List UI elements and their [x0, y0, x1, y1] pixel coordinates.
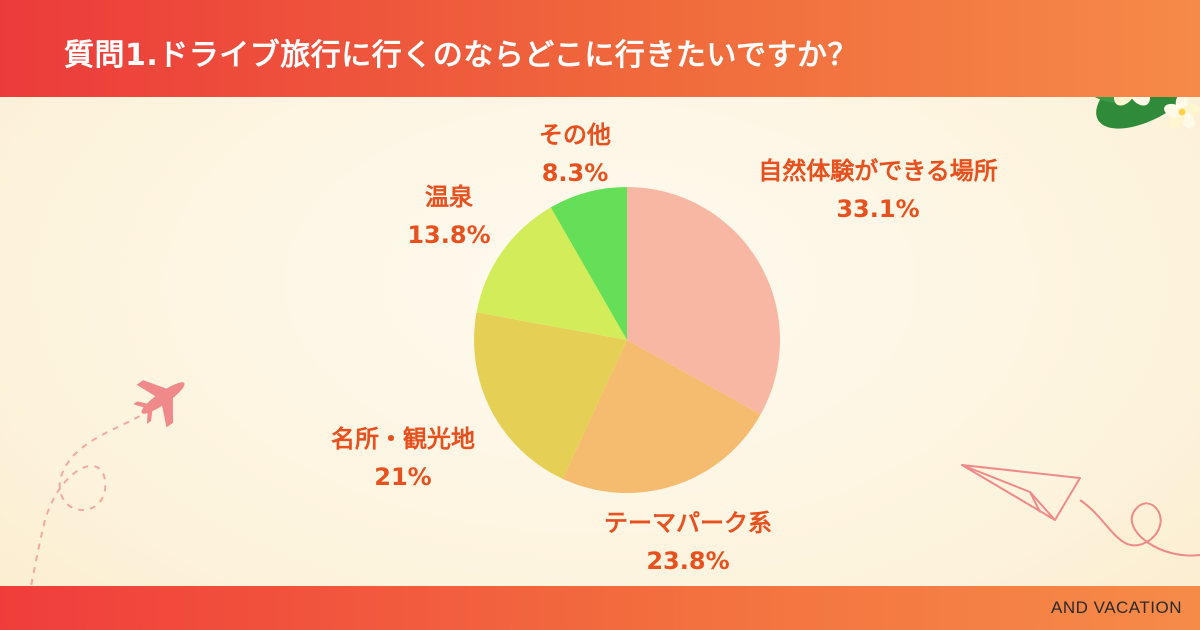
slice-label-value: 33.1% — [836, 195, 920, 223]
plumeria-flower-icon — [1164, 93, 1200, 129]
header-banner — [0, 0, 1200, 97]
slice-label-value: 8.3% — [541, 159, 609, 187]
slice-label-other: その他 8.3% — [510, 116, 640, 192]
page-title: 質問1.ドライブ旅行に行くのならどこに行きたいですか？ — [64, 38, 858, 73]
paper-plane-trail — [1079, 499, 1200, 557]
airplane-icon — [133, 380, 185, 428]
slice-label-theme-park: テーマパーク系 23.8% — [578, 504, 798, 580]
pie-slice-0 — [627, 187, 780, 415]
pie-slice-1 — [562, 340, 761, 494]
slice-label-text: 名所・観光地 — [331, 425, 475, 453]
slice-label-nature: 自然体験ができる場所 33.1% — [728, 152, 1028, 228]
brand-name: AND VACATION — [1051, 598, 1182, 617]
slice-label-value: 13.8% — [407, 221, 491, 249]
paper-plane-icon — [961, 464, 1081, 521]
slice-label-sightseeing: 名所・観光地 21% — [298, 420, 508, 496]
slice-label-onsen: 温泉 13.8% — [384, 178, 514, 254]
footer-banner — [0, 586, 1200, 630]
slice-label-text: 自然体験ができる場所 — [758, 157, 998, 185]
slice-label-text: テーマパーク系 — [604, 509, 772, 537]
slice-label-value: 23.8% — [646, 547, 730, 575]
pie-slice-3 — [476, 207, 627, 340]
slice-label-text: その他 — [539, 121, 611, 149]
slice-label-text: 温泉 — [425, 183, 473, 211]
pie-slice-4 — [550, 187, 627, 340]
slice-label-value: 21% — [374, 463, 432, 491]
pie-slice-2 — [474, 312, 627, 479]
